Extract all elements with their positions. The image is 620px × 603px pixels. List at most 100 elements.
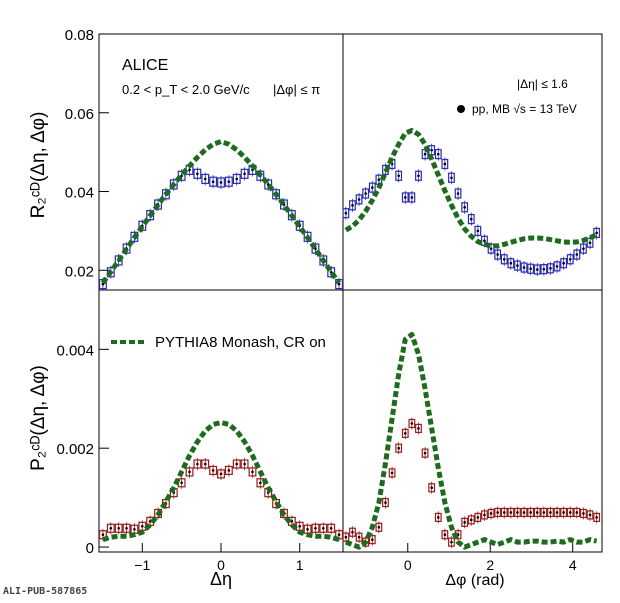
- data-point: [140, 524, 144, 528]
- data-point: [582, 512, 585, 515]
- y-tick-label: 0.08: [65, 27, 94, 44]
- data-point: [595, 516, 598, 519]
- data-point: [430, 148, 433, 152]
- y-tick-label: 0.002: [56, 441, 94, 458]
- data-point: [443, 533, 447, 536]
- data-point: [436, 516, 440, 519]
- data-point: [562, 511, 565, 514]
- data-point: [101, 533, 105, 536]
- data-point: [483, 513, 486, 517]
- x-tick-label: 2: [486, 557, 494, 573]
- y-tick-label: 0.02: [65, 263, 94, 280]
- data-point: [542, 267, 546, 271]
- data-point: [211, 469, 215, 472]
- data-point: [306, 527, 309, 531]
- data-point: [370, 538, 374, 541]
- data-point: [582, 247, 585, 250]
- data-point: [370, 186, 374, 189]
- x-tick-label: 0: [217, 557, 225, 573]
- phi-range-label: |Δφ| ≤ π: [273, 82, 320, 97]
- data-point: [522, 266, 526, 269]
- data-point: [489, 247, 493, 250]
- data-point: [109, 526, 113, 530]
- data-point: [410, 196, 414, 199]
- series-layer: [98, 128, 601, 550]
- y-tick-label: 0.04: [65, 185, 94, 202]
- y-tick-label: 0.004: [56, 342, 94, 359]
- data-point: [397, 174, 400, 178]
- model-legend-label: PYTHIA8 Monash, CR on: [155, 334, 326, 351]
- data-point: [337, 533, 341, 536]
- data-point: [188, 470, 191, 474]
- eta-range-label: |Δη| ≤ 1.6: [517, 77, 568, 91]
- data-point: [351, 530, 354, 534]
- data-point: [516, 511, 519, 514]
- tick-layer: 0.02 0.04 0.06 0.08 0 0.002 0.004 −1 0 1 0 2 4: [56, 27, 576, 573]
- data-point: [266, 183, 270, 186]
- data-point: [423, 451, 427, 455]
- data-point: [243, 172, 246, 176]
- data-point: [535, 511, 539, 514]
- data-point: [476, 229, 480, 233]
- data-point: [562, 261, 565, 265]
- data-point: [227, 469, 231, 472]
- data-point: [450, 176, 453, 180]
- data-point: [203, 177, 207, 181]
- right-xlabel: Δφ (rad): [445, 572, 504, 589]
- data-point: [496, 253, 499, 256]
- data-point: [219, 472, 223, 476]
- data-point: [364, 192, 367, 195]
- data-point: [516, 264, 519, 267]
- x-tick-label: 1: [296, 557, 304, 573]
- x-tick-label: 4: [569, 557, 577, 573]
- data-point: [133, 527, 136, 531]
- data-point: [219, 181, 223, 184]
- data-point: [329, 270, 333, 274]
- data-point: [351, 204, 354, 207]
- data-point: [417, 427, 420, 430]
- data-point: [595, 231, 598, 235]
- data-point: [344, 211, 348, 215]
- data-point: [555, 511, 559, 514]
- data-point: [329, 526, 333, 530]
- data-point: [450, 540, 453, 544]
- data-legend-marker: [457, 105, 465, 113]
- data-point: [227, 180, 231, 183]
- experiment-label: ALICE: [122, 57, 168, 74]
- x-tick-label: 0: [404, 557, 412, 573]
- data-point: [243, 462, 246, 466]
- publication-tag: ALI-PUB-587865: [3, 586, 88, 597]
- data-point: [535, 268, 539, 271]
- data-point: [436, 152, 440, 156]
- data-point: [397, 446, 400, 450]
- data-point: [101, 282, 105, 286]
- data-point: [357, 535, 361, 539]
- data-point: [196, 462, 199, 466]
- data-point: [469, 518, 473, 522]
- data-point: [456, 192, 460, 195]
- data-point: [384, 501, 387, 504]
- data-point: [377, 525, 381, 529]
- data-point: [469, 217, 473, 221]
- data-point: [344, 535, 348, 539]
- data-point: [575, 511, 579, 514]
- data-point: [322, 526, 325, 530]
- left-xlabel: Δη: [210, 569, 232, 589]
- panel-frame-bottom-left: [98, 289, 344, 553]
- data-point: [180, 481, 183, 485]
- data-point: [549, 267, 552, 270]
- data-point: [180, 174, 183, 178]
- data-point: [235, 177, 239, 181]
- data-point: [568, 511, 572, 514]
- data-point: [196, 172, 199, 176]
- data-point: [251, 470, 254, 474]
- data-point: [568, 257, 572, 261]
- data-point: [211, 180, 215, 183]
- data-point: [463, 521, 466, 524]
- data-point: [502, 257, 506, 261]
- data-point: [314, 526, 317, 530]
- data-point: [298, 524, 302, 528]
- data-point: [502, 511, 506, 514]
- data-point: [417, 174, 420, 178]
- x-tick-label: −1: [134, 557, 150, 573]
